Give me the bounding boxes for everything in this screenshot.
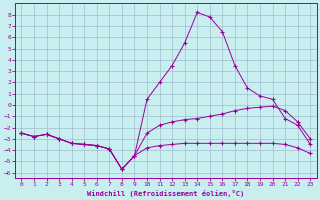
X-axis label: Windchill (Refroidissement éolien,°C): Windchill (Refroidissement éolien,°C) xyxy=(87,190,244,197)
